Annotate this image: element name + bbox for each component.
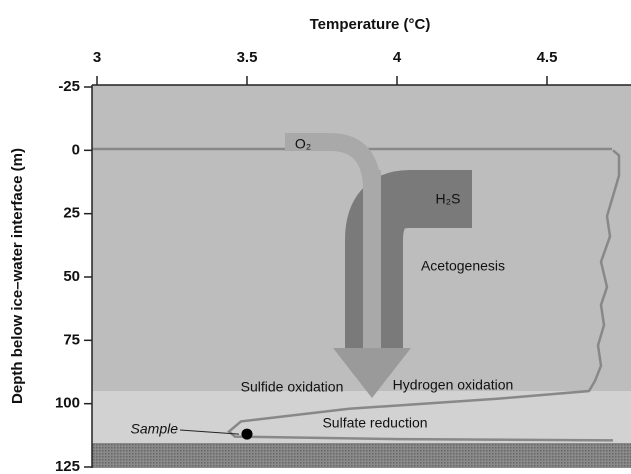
sample-label: Sample	[131, 421, 179, 437]
annotation: Acetogenesis	[421, 258, 505, 274]
x-tick-label: 3.5	[237, 49, 258, 66]
y-tick-label: -25	[58, 78, 80, 95]
y-axis-label: Depth below ice–water interface (m)	[9, 148, 26, 404]
chart-title: Temperature (°C)	[310, 16, 431, 33]
annotation: Sulfate reduction	[322, 415, 427, 431]
y-tick-label: 25	[63, 205, 80, 222]
annotation: O₂	[295, 136, 311, 152]
y-tick-label: 75	[63, 331, 80, 348]
annotation: Sulfide oxidation	[241, 379, 344, 395]
x-tick-label: 4.5	[537, 49, 558, 66]
y-tick-label: 100	[55, 395, 80, 412]
y-tick-label: 125	[55, 458, 80, 474]
bottom-zone	[92, 443, 631, 468]
sediment-zone	[92, 391, 631, 443]
x-tick-label: 4	[393, 49, 402, 66]
y-tick-label: 50	[63, 268, 80, 285]
sample-pointer	[179, 429, 240, 435]
annotation: H₂S	[436, 191, 461, 207]
y-tick-label: 0	[72, 141, 80, 158]
x-tick-label: 3	[93, 49, 101, 66]
arrow-head	[333, 348, 411, 398]
annotation: Hydrogen oxidation	[393, 377, 514, 393]
temperature-line	[227, 149, 621, 442]
sample-point	[241, 428, 253, 440]
